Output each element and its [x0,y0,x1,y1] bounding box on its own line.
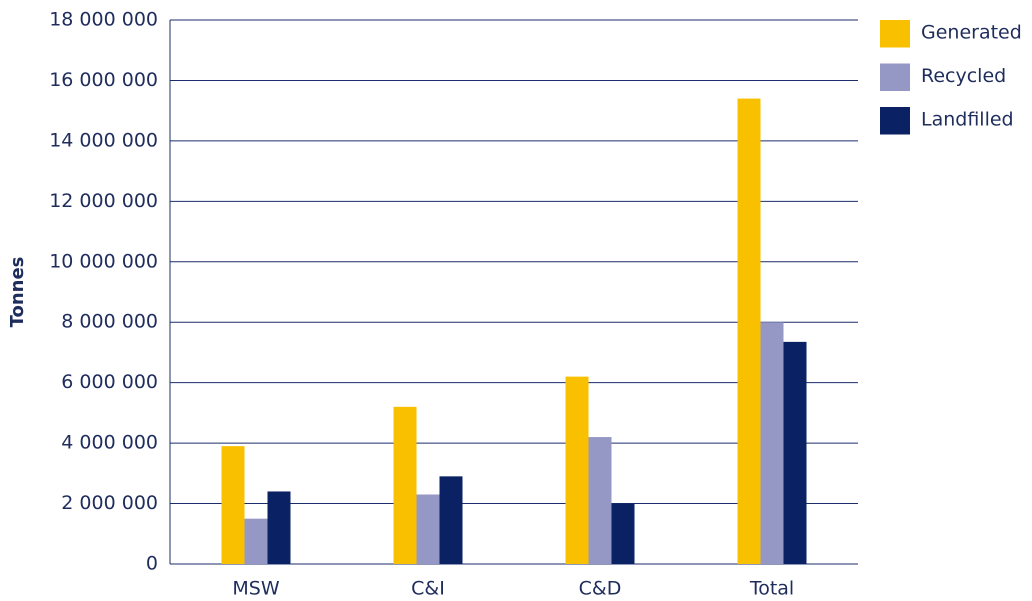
bar [267,491,291,564]
y-tick-label: 4 000 000 [61,432,158,454]
y-tick-label: 10 000 000 [49,250,158,272]
bar [416,494,440,564]
bar [588,437,612,564]
y-tick-label: 8 000 000 [61,311,158,333]
x-tick-label: MSW [232,578,279,600]
bar [439,476,463,564]
x-tick-label: C&D [579,578,622,600]
bar [737,98,761,565]
x-tick-label: Total [749,578,794,600]
legend-swatch [880,63,910,91]
bar [783,341,807,564]
y-tick-label: 14 000 000 [49,129,158,151]
bar [611,503,635,564]
y-tick-label: 16 000 000 [49,69,158,91]
bar [393,406,417,564]
y-tick-label: 2 000 000 [61,492,158,514]
y-tick-label: 6 000 000 [61,371,158,393]
bar [565,376,589,564]
legend-label: Generated [921,22,1022,44]
legend-swatch [880,20,910,48]
bar [244,518,268,564]
bar [760,322,784,564]
bar [221,446,245,564]
y-tick-label: 18 000 000 [49,9,158,31]
legend-label: Recycled [921,65,1006,87]
y-axis-title: Tonnes [7,257,28,328]
legend-label: Landfilled [921,109,1014,131]
y-tick-label: 12 000 000 [49,190,158,212]
legend-swatch [880,107,910,135]
y-tick-label: 0 [146,553,158,575]
x-tick-label: C&I [411,578,445,600]
